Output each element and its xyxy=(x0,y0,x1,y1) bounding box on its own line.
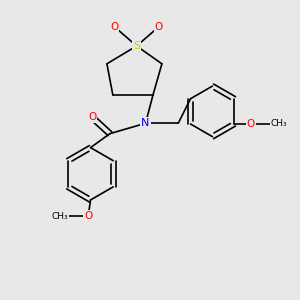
Text: CH₃: CH₃ xyxy=(52,212,68,221)
Text: N: N xyxy=(141,118,150,128)
Text: O: O xyxy=(247,119,255,129)
Text: O: O xyxy=(88,112,96,122)
Text: CH₃: CH₃ xyxy=(271,119,287,128)
Text: O: O xyxy=(155,22,163,32)
Text: O: O xyxy=(110,22,118,32)
Text: O: O xyxy=(84,211,92,221)
Text: S: S xyxy=(133,41,140,51)
